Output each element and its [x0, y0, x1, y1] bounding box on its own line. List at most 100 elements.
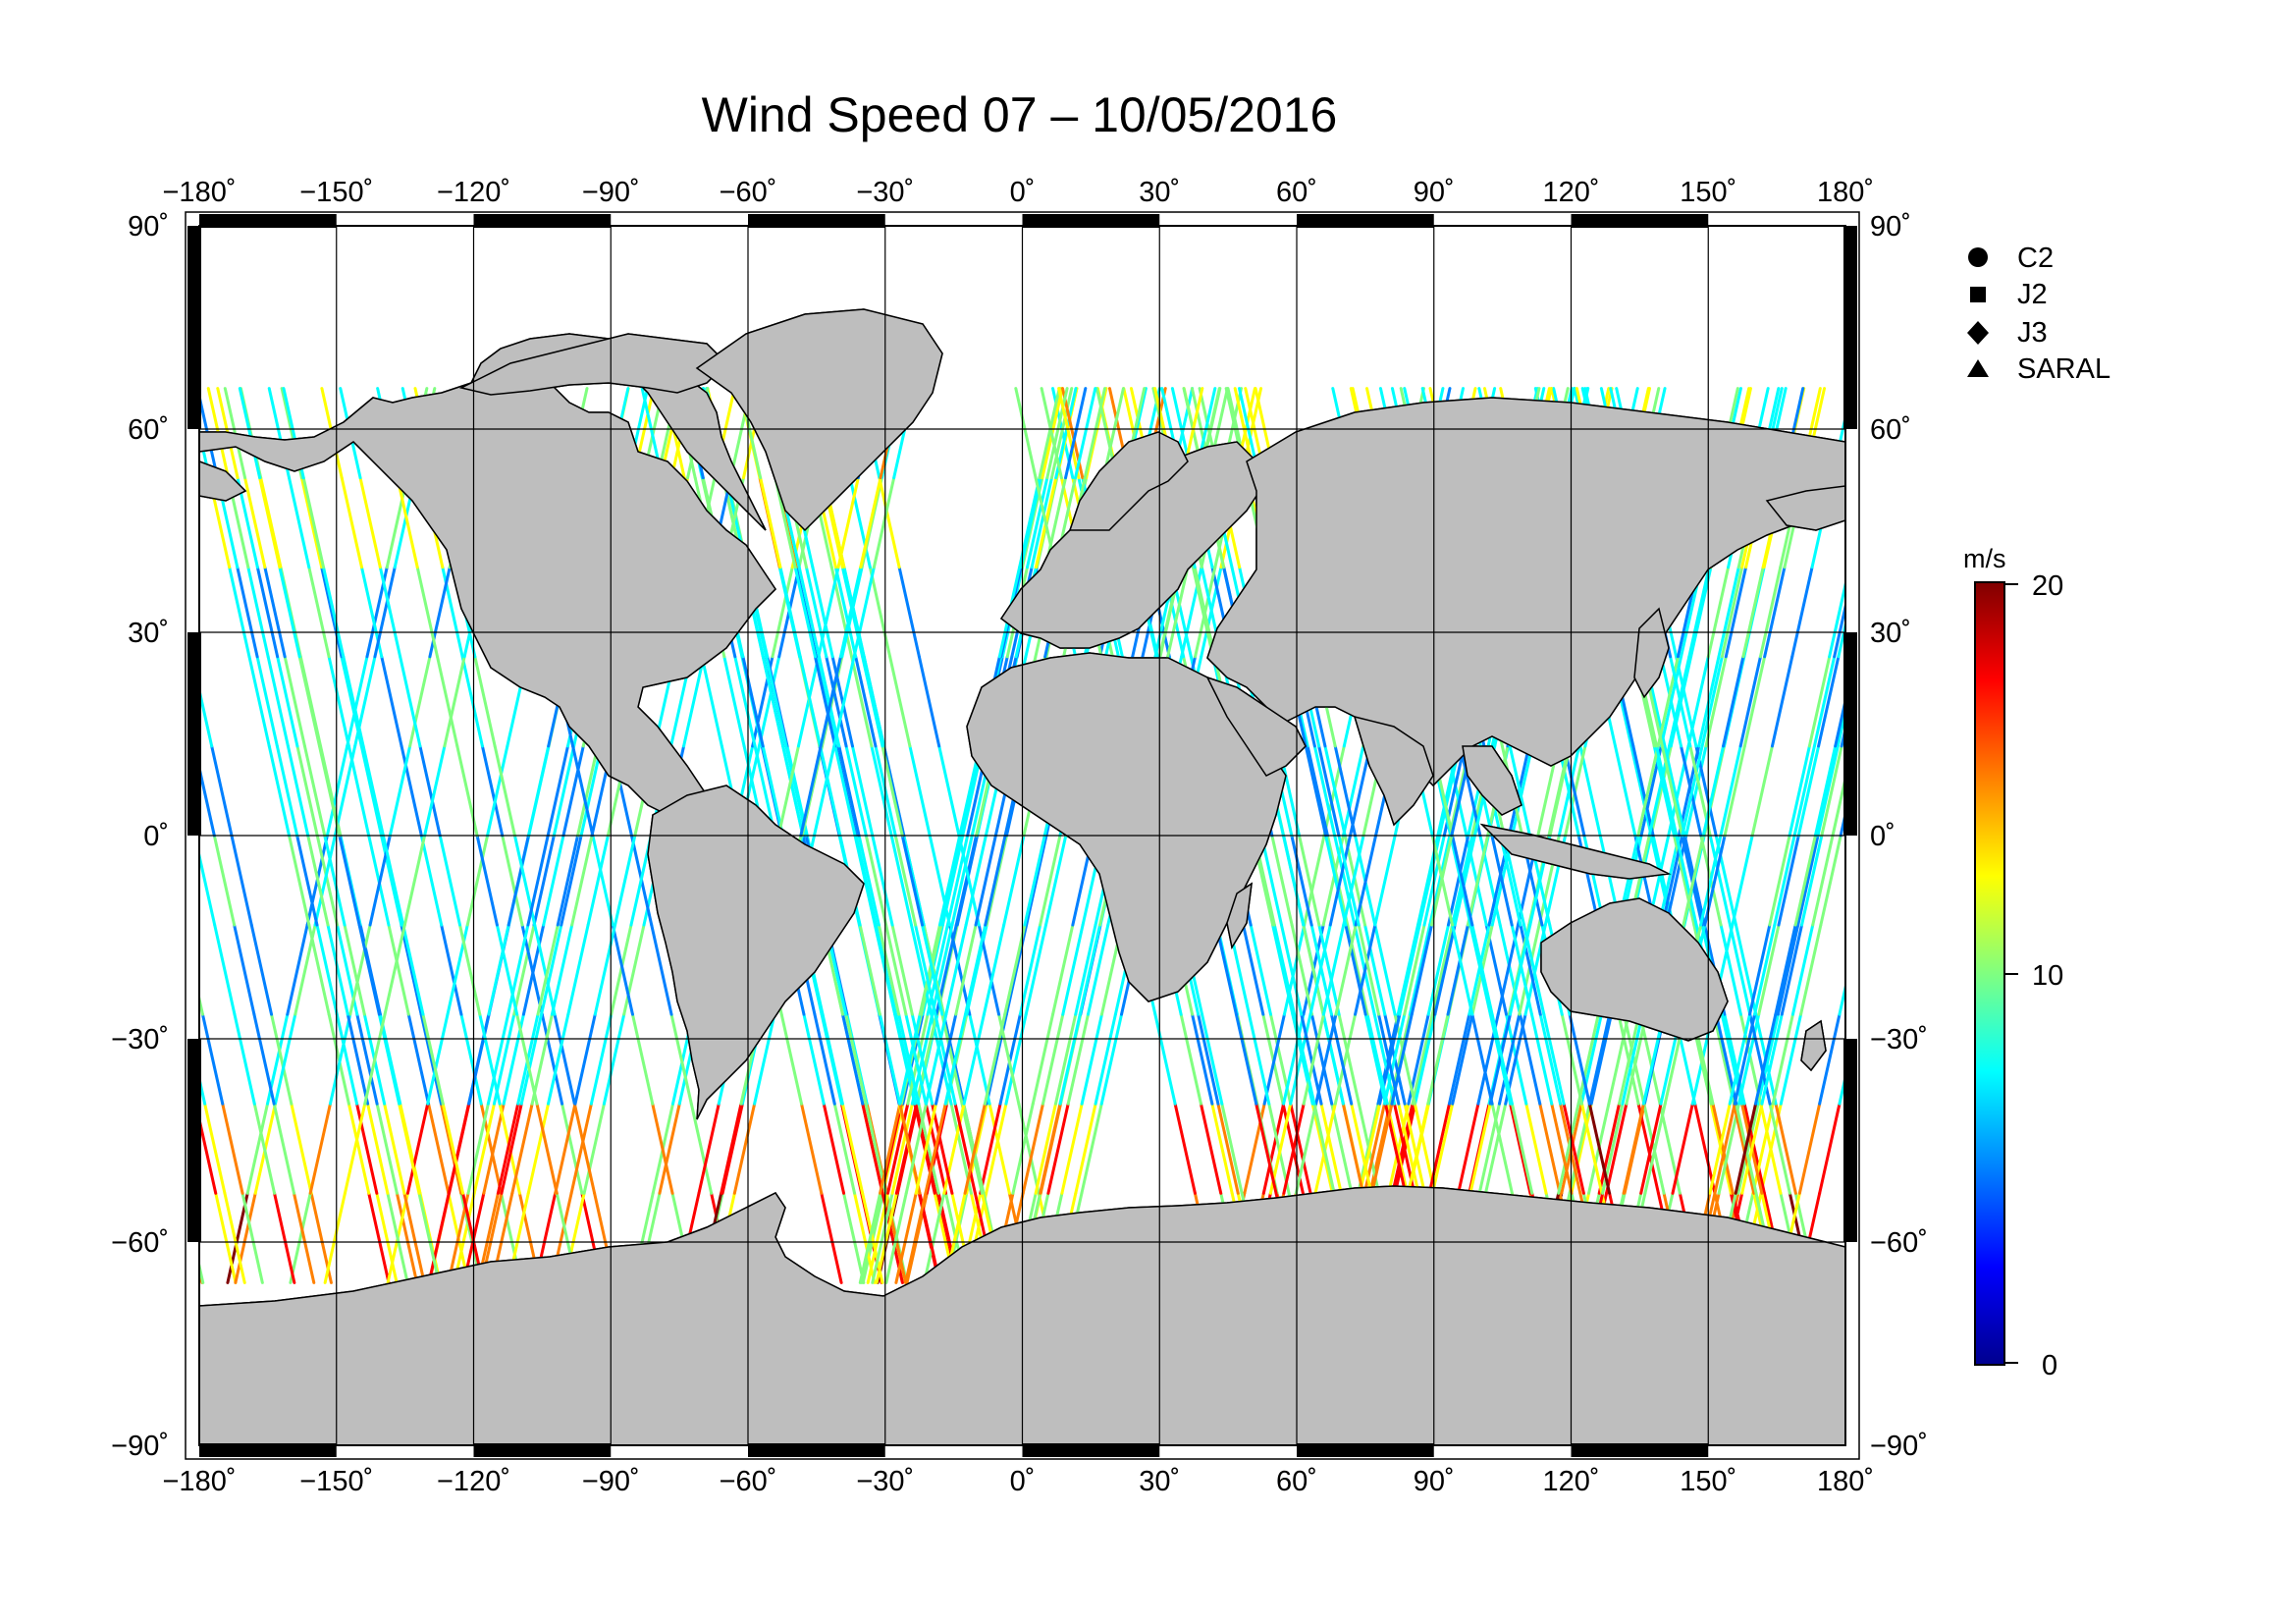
track-segment — [576, 744, 600, 838]
track-segment — [535, 1102, 559, 1195]
track-segment — [1060, 1102, 1084, 1195]
track-segment — [1259, 834, 1283, 927]
track-segment — [400, 744, 423, 838]
lon-tick-label-bottom: 120˚ — [1542, 1466, 1599, 1497]
track-segment — [1329, 1012, 1354, 1106]
lon-tick-label-top: 180˚ — [1817, 177, 1874, 208]
track-segment — [1011, 1102, 1035, 1195]
track-segment — [1397, 1102, 1420, 1195]
track-segment — [482, 1102, 506, 1195]
track-segment — [1261, 1102, 1286, 1195]
track-segment — [1519, 923, 1542, 1016]
track-segment — [1046, 1102, 1070, 1195]
track-segment — [1337, 1012, 1361, 1106]
track-segment — [861, 655, 884, 748]
legend-label-j2: J2 — [2017, 279, 2048, 310]
track-segment — [1430, 1102, 1455, 1195]
track-segment — [398, 1102, 421, 1195]
track-segment — [1820, 744, 1843, 838]
lon-tick-label-top: −30˚ — [856, 177, 914, 208]
track-segment — [1920, 389, 1940, 478]
track-segment — [363, 1012, 387, 1106]
track-segment — [1959, 389, 1979, 478]
colorbar-max-label: 20 — [2032, 570, 2063, 602]
track-segment — [380, 655, 403, 748]
track-segment — [1193, 566, 1216, 659]
track-segment — [338, 834, 361, 927]
satellite-legend: C2 J2 J3 SARAL — [1967, 243, 2110, 385]
lon-tick-label-bottom: −150˚ — [299, 1466, 373, 1497]
track-segment — [510, 1102, 534, 1195]
track-segment — [602, 1012, 626, 1106]
track-segment — [500, 1102, 523, 1195]
track-segment — [732, 1102, 757, 1195]
track-segment — [934, 1012, 958, 1106]
track-segment — [1529, 1012, 1554, 1106]
track-segment — [1836, 705, 1845, 748]
track-segment — [909, 923, 934, 1016]
border-bar-top — [748, 214, 885, 228]
track-segment — [212, 834, 237, 927]
track-segment — [1524, 1102, 1548, 1195]
track-segment — [475, 834, 499, 927]
track-segment — [1390, 1012, 1414, 1106]
track-segment — [199, 761, 216, 838]
track-segment — [1179, 1012, 1202, 1106]
track-segment — [249, 923, 274, 1016]
track-segment — [922, 923, 945, 1016]
track-segment — [546, 744, 569, 838]
track-segment — [542, 834, 565, 927]
track-segment — [586, 834, 610, 927]
border-bar-bottom — [473, 1443, 612, 1457]
track-segment — [267, 744, 292, 838]
track-segment — [1051, 923, 1075, 1016]
north-america — [199, 372, 776, 826]
track-segment — [4, 389, 24, 478]
track-segment — [1800, 834, 1824, 927]
track-segment — [453, 1191, 476, 1284]
track-segment — [1002, 834, 1026, 927]
track-segment — [1663, 744, 1686, 838]
lat-tick-label-left: 90˚ — [128, 211, 169, 243]
border-bar-top — [1571, 214, 1709, 228]
track-segment — [908, 744, 932, 838]
track-segment — [1706, 566, 1731, 659]
track-segment — [1341, 744, 1365, 838]
track-segment — [776, 744, 800, 838]
track-segment — [1774, 923, 1797, 1016]
track-segment — [1724, 566, 1748, 659]
track-segment — [1451, 1012, 1474, 1106]
track-segment — [440, 923, 463, 1016]
track-segment — [1094, 1012, 1117, 1106]
track-segment — [1430, 834, 1455, 927]
map-border-bars — [185, 211, 1860, 1460]
lon-tick-label-top: −180˚ — [163, 177, 237, 208]
track-segment — [439, 1102, 463, 1195]
track-segment — [375, 1102, 399, 1195]
track-segment — [858, 1191, 882, 1284]
track-segment — [1597, 1102, 1622, 1195]
track-segment — [1788, 744, 1811, 838]
track-segment — [571, 744, 595, 838]
track-segment — [1758, 566, 1783, 659]
track-segment — [611, 923, 634, 1016]
track-segment — [923, 1191, 946, 1284]
track-segment — [436, 655, 459, 748]
track-segment — [199, 848, 217, 927]
track-segment — [1403, 1102, 1426, 1195]
lon-tick-label-bottom: −120˚ — [437, 1466, 510, 1497]
track-segment — [1333, 1012, 1358, 1106]
track-segment — [355, 1012, 379, 1106]
track-segment — [378, 566, 402, 659]
track-segment — [854, 655, 878, 748]
track-segment — [1736, 1012, 1761, 1106]
track-segment — [323, 834, 347, 927]
track-segment — [1557, 1102, 1580, 1195]
track-segment — [1722, 655, 1745, 748]
track-segment — [1901, 925, 1921, 1014]
lon-tick-label-top: 90˚ — [1414, 177, 1455, 208]
track-segment — [1780, 923, 1804, 1016]
track-segment — [1271, 923, 1295, 1016]
track-segment — [1086, 923, 1110, 1016]
track-segment — [1734, 1102, 1758, 1195]
